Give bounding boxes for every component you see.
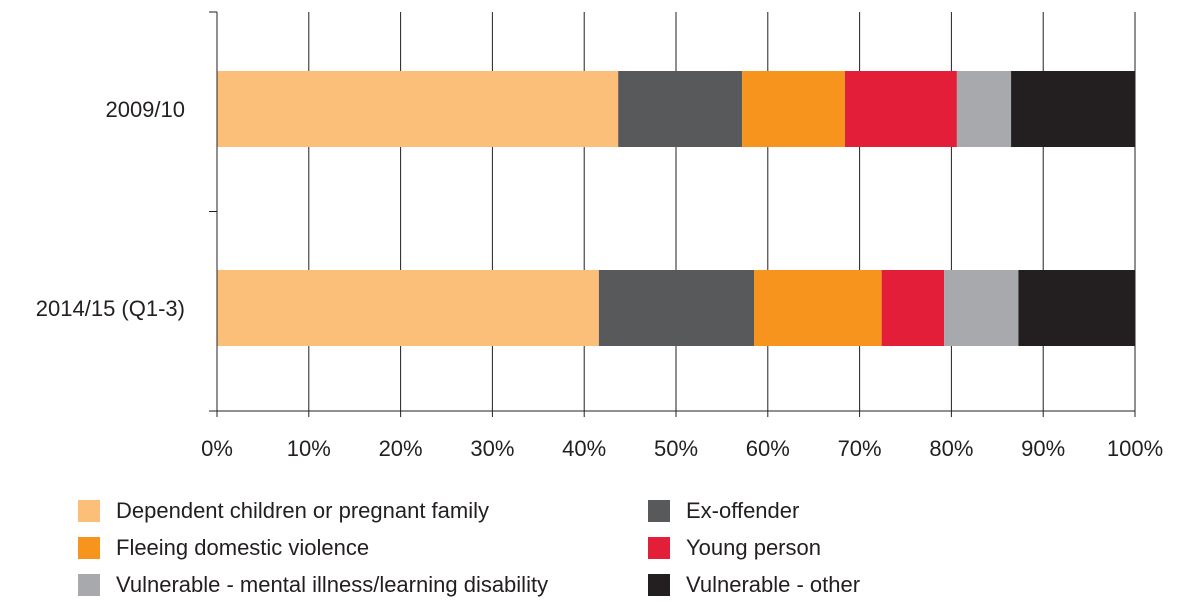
legend-label: Young person [686,535,821,560]
x-tick-label: 40% [562,436,606,461]
bar-segment [1018,270,1135,346]
x-tick-label: 30% [470,436,514,461]
legend-label: Vulnerable - other [686,572,861,597]
x-tick-labels: 0% 10% 20% 30% 40% 50% 60% 70% 80% 90% 100% [201,436,1163,461]
category-label: 2009/10 [105,97,185,122]
legend-item: Vulnerable - other [648,571,860,599]
stacked-bar-chart: 2009/10 2014/15 (Q1-3) 0% 10% 20% 30% 40% 50% 6… [36,11,1163,461]
bar-segment [754,270,882,346]
legend-label: Ex-offender [686,498,800,523]
x-tick-label: 10% [287,436,331,461]
bar-segment [598,270,755,346]
bar-segment [956,71,1012,147]
legend-label: Dependent children or pregnant family [116,498,490,523]
category-label: 2014/15 (Q1-3) [36,296,185,321]
axes [209,11,1136,417]
legend-swatch [78,537,100,559]
legend-swatch [78,500,100,522]
legend-label: Vulnerable - mental illness/learning dis… [116,572,549,597]
legend-swatch [648,500,670,522]
legend-item: Ex-offender [648,497,799,525]
legend-swatch [78,574,100,596]
x-tick-label: 50% [654,436,698,461]
bar-segment [944,270,1019,346]
category-labels: 2009/10 2014/15 (Q1-3) [36,97,185,321]
legend-label: Fleeing domestic violence [116,535,370,560]
x-tick-label: 100% [1107,436,1163,461]
bar-segment [844,71,957,147]
x-tick-label: 60% [746,436,790,461]
legend-swatch [648,574,670,596]
bar-segment [217,71,619,147]
bar-segment [1011,71,1135,147]
bars [217,71,1135,346]
bar-segment [217,270,599,346]
x-tick-label: 20% [379,436,423,461]
bar-segment [618,71,743,147]
legend-item: Vulnerable - mental illness/learning dis… [78,571,548,599]
x-tick-label: 80% [929,436,973,461]
legend-item: Dependent children or pregnant family [78,497,489,525]
legend-item: Fleeing domestic violence [78,534,369,562]
x-tick-label: 0% [201,436,233,461]
bar-segment [742,71,845,147]
legend-swatch [648,537,670,559]
legend-item: Young person [648,534,821,562]
x-tick-label: 90% [1021,436,1065,461]
bar-segment [881,270,945,346]
x-tick-label: 70% [838,436,882,461]
